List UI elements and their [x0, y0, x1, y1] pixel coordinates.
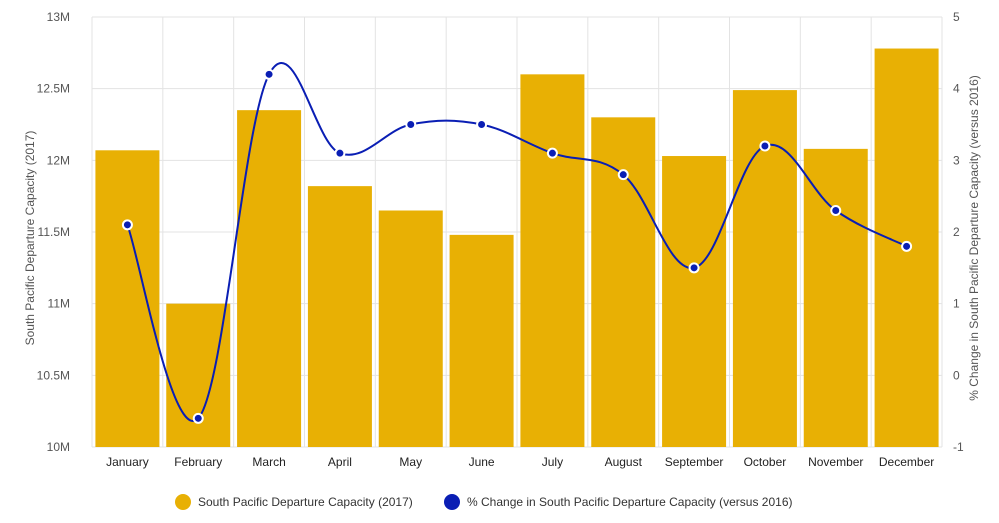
y2-tick-label: 3 — [953, 153, 960, 167]
line-series-path — [126, 62, 908, 422]
x-tick-label: February — [174, 455, 222, 469]
x-tick-label: September — [665, 455, 724, 469]
x-tick-label: May — [399, 455, 422, 469]
y-axis-title: South Pacific Departure Capacity (2017) — [23, 131, 37, 346]
x-axis-ticks: January February March April May June July Augu… — [106, 455, 934, 469]
bar — [520, 74, 585, 447]
y-tick-label: 10M — [47, 440, 70, 454]
line-point — [334, 147, 346, 159]
y2-axis-ticks: -1 0 1 2 3 4 5 — [953, 10, 964, 454]
bar — [307, 186, 372, 447]
y-tick-label: 11M — [48, 297, 70, 311]
y-tick-label: 13M — [47, 10, 70, 24]
line-point — [476, 119, 488, 130]
line-point — [192, 412, 204, 424]
y2-tick-label: 0 — [953, 368, 960, 382]
y-tick-label: 11.5M — [38, 225, 70, 239]
grid — [91, 16, 943, 448]
y-axis-ticks: 10M 10.5M 11M 11.5M 12M 12.5M 13M — [37, 10, 70, 454]
legend: South Pacific Departure Capacity (2017) … — [175, 494, 793, 510]
legend-swatch-line — [444, 494, 460, 510]
bar — [591, 117, 656, 447]
line-series-points — [121, 68, 913, 424]
line-point — [759, 140, 771, 152]
y2-tick-label: 2 — [953, 225, 960, 239]
y2-tick-label: 5 — [953, 10, 960, 24]
bar — [803, 148, 868, 447]
x-tick-label: April — [328, 455, 352, 469]
line-point — [263, 68, 275, 80]
x-tick-label: August — [605, 455, 643, 469]
bar — [237, 110, 302, 448]
bar — [378, 210, 443, 447]
legend-swatch-bar — [175, 494, 191, 510]
y-tick-label: 12.5M — [37, 82, 70, 96]
legend-label-bar: South Pacific Departure Capacity (2017) — [198, 495, 413, 509]
x-tick-label: July — [542, 455, 563, 469]
x-tick-label: December — [879, 455, 934, 469]
line-point — [830, 205, 842, 216]
legend-label-line: % Change in South Pacific Departure Capa… — [467, 495, 793, 509]
line-point — [901, 240, 913, 252]
line-point — [405, 119, 417, 130]
line-point — [688, 262, 700, 274]
y-tick-label: 10.5M — [37, 368, 70, 382]
y2-axis-title: % Change in South Pacific Departure Capa… — [967, 75, 981, 401]
x-tick-label: March — [252, 455, 285, 469]
line-point — [121, 219, 133, 231]
x-tick-label: June — [469, 455, 495, 469]
bar-series — [95, 48, 939, 448]
y2-tick-label: 1 — [953, 297, 960, 311]
y2-tick-label: 4 — [953, 82, 960, 96]
line-point — [617, 169, 629, 181]
y2-tick-label: -1 — [953, 440, 964, 454]
bar — [449, 234, 514, 447]
bar — [166, 303, 231, 447]
bar — [95, 150, 160, 448]
line-point — [546, 147, 558, 159]
x-tick-label: October — [744, 455, 787, 469]
bar — [662, 156, 727, 448]
y-tick-label: 12M — [47, 153, 70, 167]
x-tick-label: January — [106, 455, 149, 469]
x-tick-label: November — [808, 455, 863, 469]
